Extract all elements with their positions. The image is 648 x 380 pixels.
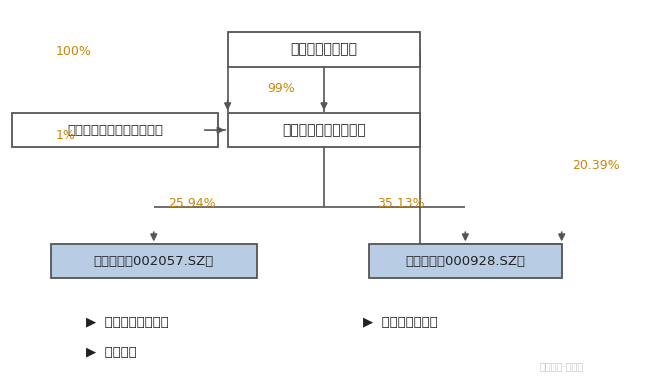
Text: ▶  金融投资: ▶ 金融投资: [86, 347, 137, 359]
Bar: [227, 113, 421, 147]
Bar: [12, 113, 218, 147]
Text: 20.39%: 20.39%: [572, 159, 619, 172]
Text: 中钢国际（000928.SZ）: 中钢国际（000928.SZ）: [406, 255, 526, 268]
Text: ▶  新材料、金属加工: ▶ 新材料、金属加工: [86, 317, 169, 329]
Text: ▶  海内外工程承包: ▶ 海内外工程承包: [362, 317, 437, 329]
Bar: [51, 244, 257, 278]
Text: 35.13%: 35.13%: [377, 196, 425, 210]
Bar: [227, 32, 421, 67]
Text: 中国中钢股份有限公司: 中国中钢股份有限公司: [282, 123, 366, 137]
Text: 100%: 100%: [56, 45, 91, 58]
Bar: [369, 244, 562, 278]
Text: 涅泻研究·卡欧斯: 涅泻研究·卡欧斯: [540, 361, 584, 371]
Text: 中钢资产管理有限责任公司: 中钢资产管理有限责任公司: [67, 124, 163, 136]
Text: 99%: 99%: [268, 82, 295, 95]
Text: 中国中钢集团公司: 中国中钢集团公司: [290, 43, 358, 57]
Text: 25.94%: 25.94%: [168, 196, 216, 210]
Text: 中钢天源（002057.SZ）: 中钢天源（002057.SZ）: [93, 255, 214, 268]
Text: 1%: 1%: [56, 129, 75, 142]
